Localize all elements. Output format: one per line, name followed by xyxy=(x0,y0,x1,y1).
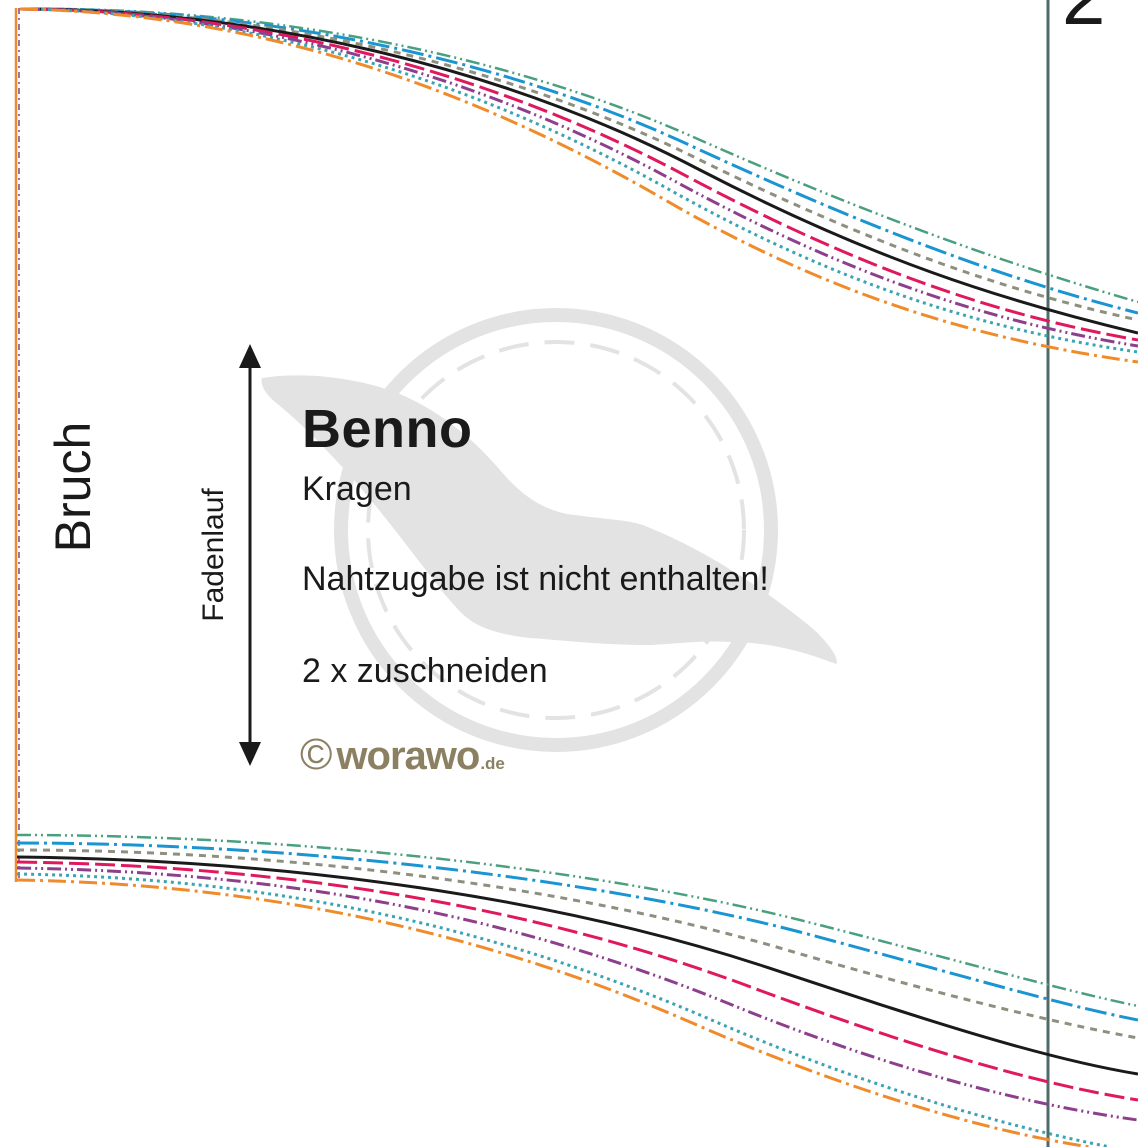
brand-tld: .de xyxy=(480,754,505,773)
pattern-title: Benno xyxy=(302,399,473,459)
collar-bottom-edge xyxy=(16,833,1138,1147)
top-line-purple xyxy=(19,7,1138,348)
top-line-black xyxy=(19,7,1138,335)
watermark-inner-ring xyxy=(366,340,746,720)
bottom-line-orange xyxy=(16,878,1091,1147)
top-line-green xyxy=(19,7,1138,304)
grainline-arrow xyxy=(239,344,261,766)
bottom-line-green xyxy=(16,833,1138,1008)
brand-name: worawo xyxy=(336,734,480,778)
top-line-blue xyxy=(19,7,1138,315)
bottom-line-black xyxy=(16,855,1138,1076)
watermark-bird xyxy=(261,375,837,664)
fold-label: Bruch xyxy=(45,421,101,553)
collar-top-edge xyxy=(19,7,1138,364)
brand-logo: © worawo .de xyxy=(300,733,505,779)
bottom-line-gray xyxy=(16,848,1138,1040)
grainline-label: Fadenlauf xyxy=(197,488,230,622)
watermark-seal xyxy=(261,308,837,752)
grainline-arrowhead-top xyxy=(239,344,261,368)
pattern-piece-name: Kragen xyxy=(302,470,412,508)
seam-allowance-note: Nahtzugabe ist nicht enthalten! xyxy=(302,560,769,598)
top-line-teal xyxy=(19,7,1138,354)
bottom-line-blue xyxy=(16,841,1138,1022)
cut-instruction: 2 x zuschneiden xyxy=(302,652,548,690)
bottom-line-purple xyxy=(16,866,1138,1122)
top-line-gray xyxy=(19,7,1138,322)
grainline-arrowhead-bottom xyxy=(239,742,261,766)
bottom-line-red xyxy=(16,860,1138,1102)
top-line-orange xyxy=(19,7,1138,364)
copyright-icon: © xyxy=(300,730,333,779)
top-line-red xyxy=(19,7,1138,342)
watermark-ring xyxy=(334,308,778,752)
page-number: 2 xyxy=(1062,0,1105,43)
bottom-line-teal xyxy=(16,872,1111,1147)
